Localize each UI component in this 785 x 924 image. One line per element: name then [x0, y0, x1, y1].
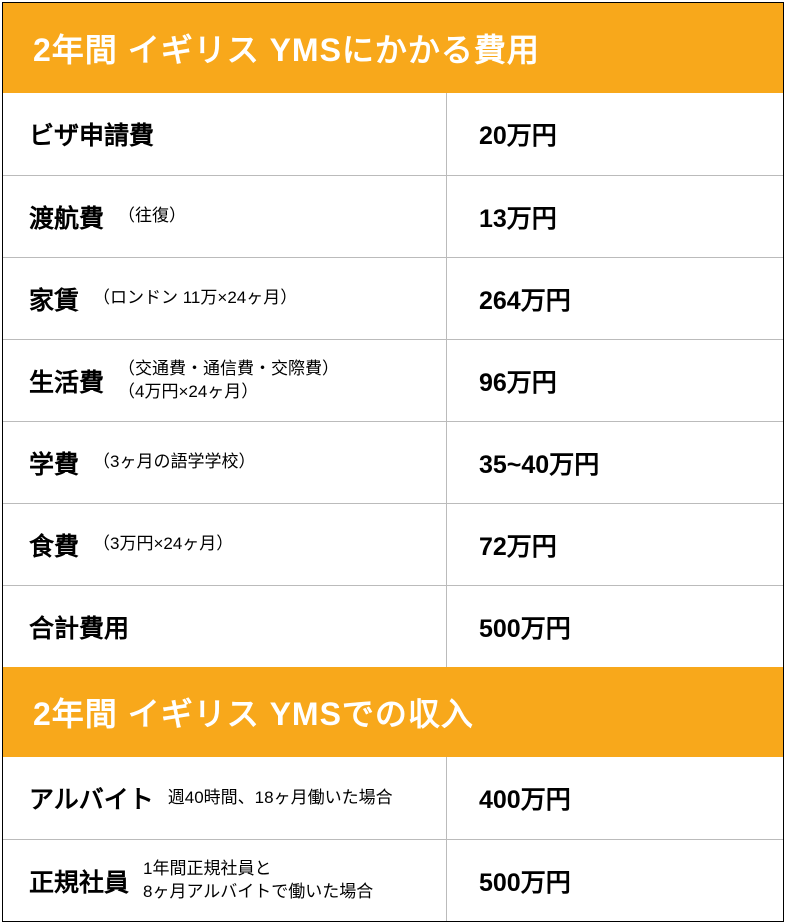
label-cell: 正規社員 1年間正規社員と 8ヶ月アルバイトで働いた場合: [3, 840, 447, 921]
label-cell: 家賃 （ロンドン 11万×24ヶ月）: [3, 258, 447, 339]
row-value: 72万円: [447, 504, 783, 585]
row-sublabel: （3万円×24ヶ月）: [93, 533, 233, 555]
row-label: 食費: [29, 527, 79, 563]
table-row: アルバイト 週40時間、18ヶ月働いた場合 400万円: [3, 757, 783, 839]
label-cell: 食費 （3万円×24ヶ月）: [3, 504, 447, 585]
label-cell: 学費 （3ヶ月の語学学校）: [3, 422, 447, 503]
table-row: 合計費用 500万円: [3, 585, 783, 667]
row-value: 35~40万円: [447, 422, 783, 503]
label-cell: 合計費用: [3, 586, 447, 667]
row-value: 13万円: [447, 176, 783, 257]
table-row: 生活費 （交通費・通信費・交際費） （4万円×24ヶ月） 96万円: [3, 339, 783, 421]
row-value: 20万円: [447, 93, 783, 175]
row-label: 家賃: [29, 281, 79, 317]
row-label: 合計費用: [29, 609, 129, 645]
table-row: 家賃 （ロンドン 11万×24ヶ月） 264万円: [3, 257, 783, 339]
table-row: ビザ申請費 20万円: [3, 93, 783, 175]
section-header-income: 2年間 イギリス YMSでの収入: [3, 667, 783, 757]
table-row: 食費 （3万円×24ヶ月） 72万円: [3, 503, 783, 585]
section-header-costs: 2年間 イギリス YMSにかかる費用: [3, 3, 783, 93]
row-value: 400万円: [447, 757, 783, 839]
row-label: アルバイト: [29, 780, 154, 816]
row-sublabel: （3ヶ月の語学学校）: [93, 451, 255, 473]
label-cell: 渡航費 （往復）: [3, 176, 447, 257]
table-row: 正規社員 1年間正規社員と 8ヶ月アルバイトで働いた場合 500万円: [3, 839, 783, 921]
cost-income-table: 2年間 イギリス YMSにかかる費用 ビザ申請費 20万円 渡航費 （往復） 1…: [2, 2, 784, 922]
label-cell: 生活費 （交通費・通信費・交際費） （4万円×24ヶ月）: [3, 340, 447, 421]
row-sublabel: （交通費・通信費・交際費） （4万円×24ヶ月）: [118, 358, 339, 402]
label-cell: アルバイト 週40時間、18ヶ月働いた場合: [3, 757, 447, 839]
row-value: 264万円: [447, 258, 783, 339]
row-value: 96万円: [447, 340, 783, 421]
row-sublabel: 1年間正規社員と 8ヶ月アルバイトで働いた場合: [143, 858, 373, 902]
row-label: 正規社員: [29, 863, 129, 899]
row-value: 500万円: [447, 840, 783, 921]
row-sublabel: （ロンドン 11万×24ヶ月）: [93, 287, 297, 309]
row-sublabel: （往復）: [118, 205, 186, 227]
row-label: 生活費: [29, 363, 104, 399]
row-sublabel: 週40時間、18ヶ月働いた場合: [168, 787, 393, 809]
row-label: 渡航費: [29, 199, 104, 235]
row-label: 学費: [29, 445, 79, 481]
table-row: 渡航費 （往復） 13万円: [3, 175, 783, 257]
row-label: ビザ申請費: [29, 116, 154, 152]
table-row: 学費 （3ヶ月の語学学校） 35~40万円: [3, 421, 783, 503]
row-value: 500万円: [447, 586, 783, 667]
label-cell: ビザ申請費: [3, 93, 447, 175]
